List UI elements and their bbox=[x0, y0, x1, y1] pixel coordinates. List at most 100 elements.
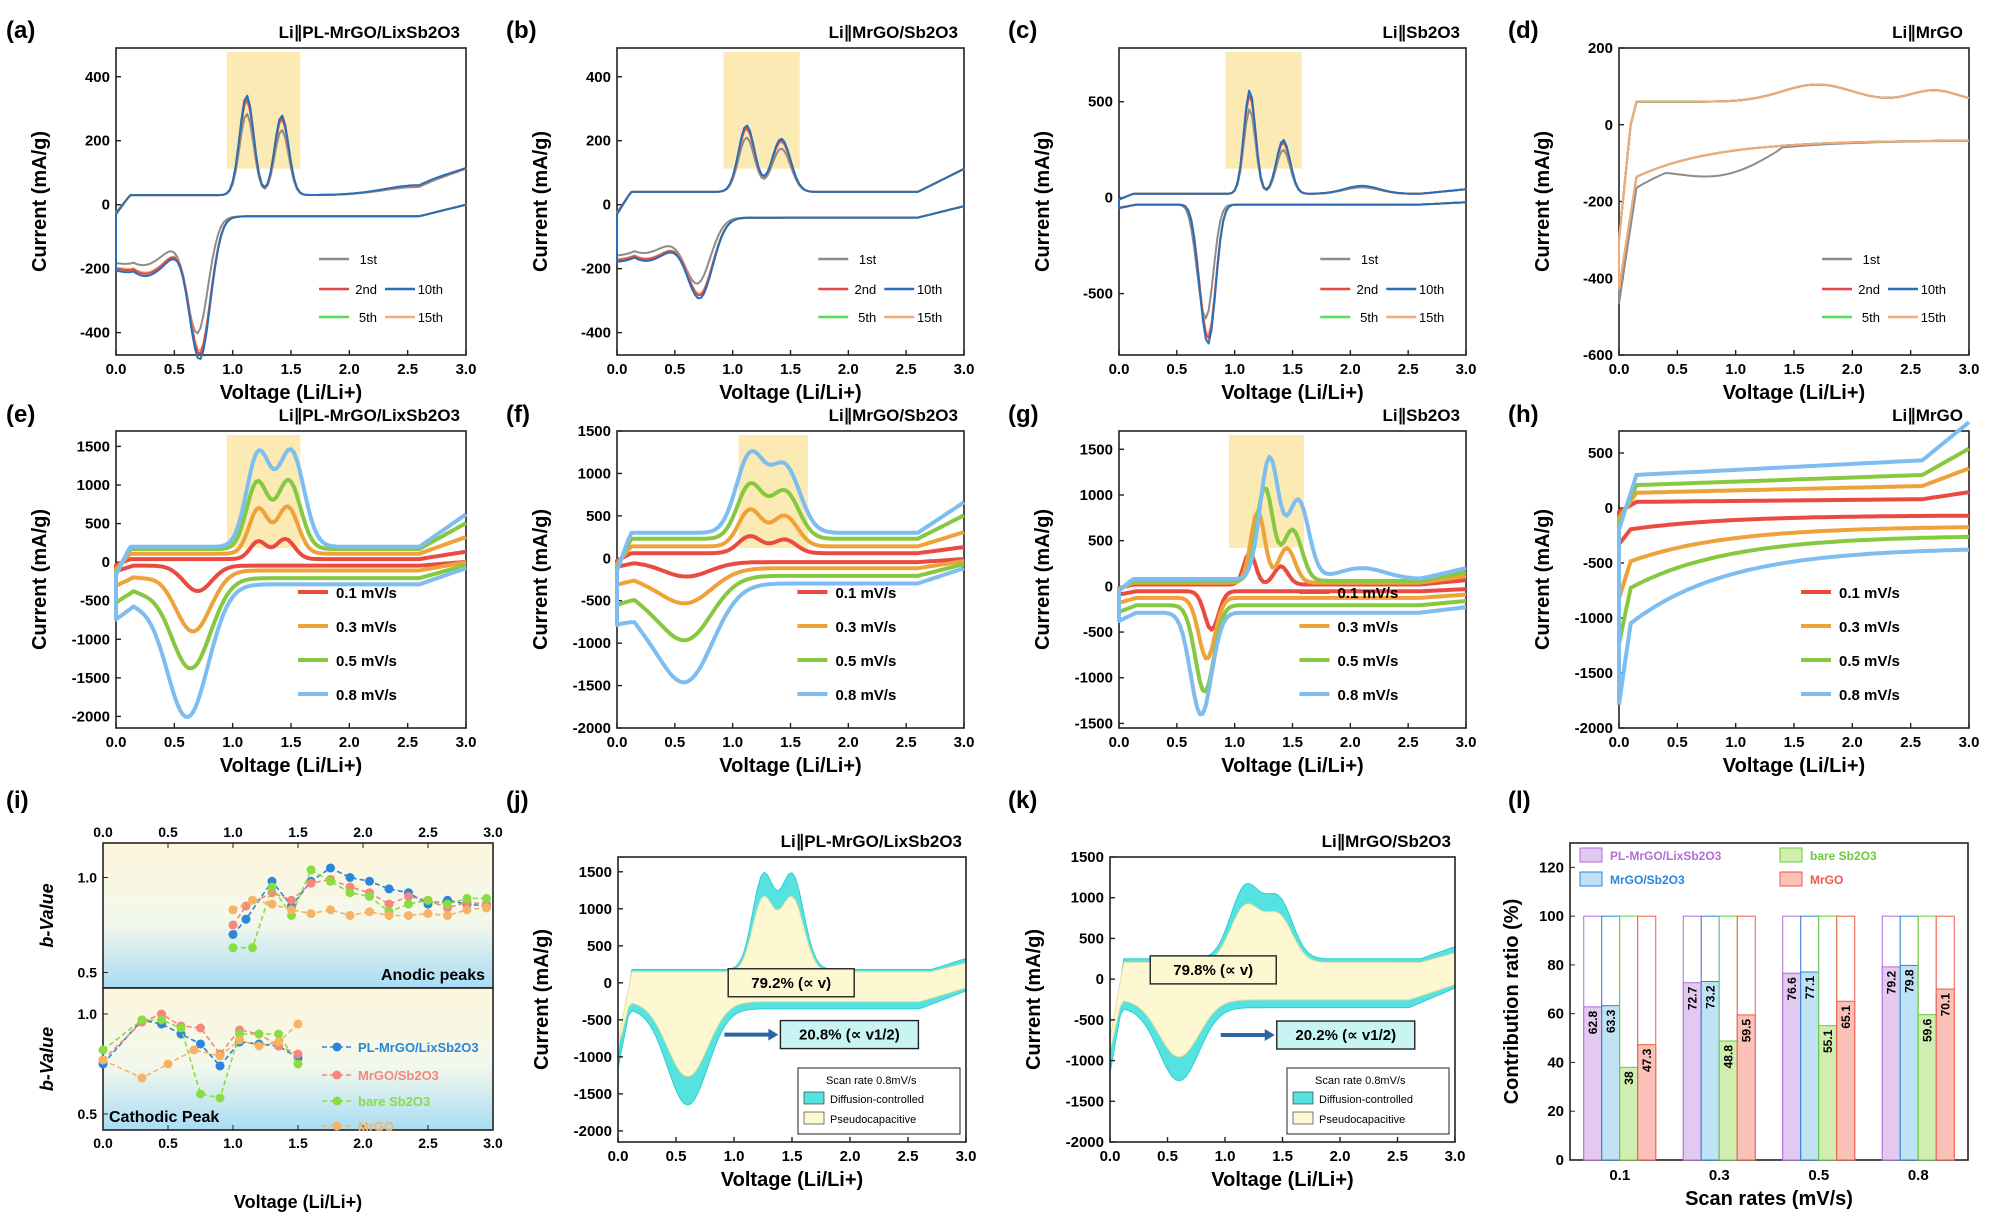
x-tick-label: 1.0 bbox=[1224, 361, 1245, 378]
x-tick-label: 0.0 bbox=[1609, 734, 1630, 751]
y-tick-label: -200 bbox=[80, 261, 110, 278]
y-tick-label: -1000 bbox=[1575, 610, 1613, 627]
x-tick-label: 2.5 bbox=[1900, 734, 1921, 751]
x-tick-label: 1.0 bbox=[1725, 361, 1746, 378]
b-value-point bbox=[235, 1035, 244, 1045]
y-tick-label: 0 bbox=[1096, 971, 1104, 988]
cv-curve-rate bbox=[1617, 446, 1970, 645]
y-tick-label: 0 bbox=[1105, 578, 1113, 595]
legend-label: MrGO bbox=[1810, 873, 1843, 887]
b-value-point bbox=[215, 1061, 225, 1071]
cv-curve-rate bbox=[615, 534, 965, 579]
y-tick-label: 200 bbox=[586, 133, 611, 150]
y-tick-label: -1500 bbox=[72, 670, 110, 687]
y-tick-label: -2000 bbox=[72, 708, 110, 725]
x-tick-label: 0.5 bbox=[158, 1135, 178, 1151]
x-tick-label: 0.5 bbox=[1157, 1148, 1178, 1165]
legend-label: 1st bbox=[360, 252, 378, 267]
legend-swatch bbox=[1779, 847, 1803, 863]
x-tick-label: 0.5 bbox=[664, 734, 685, 751]
b-value-point bbox=[404, 899, 413, 909]
y-tick-label: -500 bbox=[1083, 286, 1113, 303]
y-tick-label: -1500 bbox=[574, 1086, 612, 1103]
legend-label: MrGO bbox=[358, 1119, 394, 1134]
y-tick-label: 0 bbox=[1556, 1152, 1564, 1169]
b-value-point bbox=[228, 920, 238, 930]
y-tick-label: 0.5 bbox=[78, 1106, 98, 1122]
b-value-point bbox=[274, 1037, 283, 1047]
b-value-point bbox=[345, 873, 355, 882]
panel-k: (k) 0.0 0.5 1.0 1.5 2.0 2.5 3.0 -2000 -1500 -1000 -… bbox=[1008, 787, 1465, 1191]
legend-label: 0.8 mV/s bbox=[835, 687, 896, 704]
peak-highlight bbox=[1225, 52, 1302, 169]
y-tick-label: -1000 bbox=[1066, 1053, 1104, 1070]
legend-swatch bbox=[1779, 871, 1803, 887]
y-tick-label: -500 bbox=[1083, 624, 1113, 641]
x-tick-label: 2.5 bbox=[1398, 734, 1419, 751]
bar-pseudocapacitive bbox=[1836, 1000, 1856, 1161]
x-tick-label: 0.0 bbox=[106, 734, 127, 751]
x-tick-label-top: 2.5 bbox=[418, 824, 438, 840]
b-value-point bbox=[306, 878, 316, 888]
bar-value-label: 59.5 bbox=[1739, 1019, 1753, 1043]
y-axis-label-bottom: b-Value bbox=[37, 1027, 57, 1091]
legend-label: bare Sb2O3 bbox=[358, 1094, 430, 1109]
x-tick-label: 1.5 bbox=[288, 1135, 308, 1151]
cv-curve-rate bbox=[1617, 466, 1970, 600]
y-tick-label: 1000 bbox=[579, 901, 612, 918]
x-tick-label: 0.5 bbox=[164, 734, 185, 751]
b-value-point bbox=[462, 893, 472, 903]
bar-pseudocapacitive bbox=[1736, 1014, 1756, 1161]
x-axis-label: Voltage (Li/Li+) bbox=[220, 382, 362, 404]
y-axis-label: Current (mA/g) bbox=[1032, 131, 1054, 272]
pseudo-percent-box bbox=[1149, 955, 1277, 985]
x-tick-label: 2.0 bbox=[1340, 734, 1361, 751]
y-tick-label: -1000 bbox=[574, 1049, 612, 1066]
x-tick-label: 2.5 bbox=[896, 361, 917, 378]
x-tick-label: 3.0 bbox=[456, 734, 477, 751]
b-value-point bbox=[384, 911, 394, 920]
bar-value-label: 59.6 bbox=[1920, 1018, 1934, 1042]
panel-f: (f) 0.0 0.5 1.0 1.5 2.0 2.5 3.0 -2000 -1500 -1000 -… bbox=[506, 401, 974, 777]
legend-label: 2nd bbox=[1858, 282, 1880, 297]
legend-marker bbox=[332, 1070, 342, 1080]
b-value-point bbox=[137, 1073, 147, 1083]
x-axis-label: Voltage (Li/Li+) bbox=[1221, 382, 1363, 404]
x-axis-label: Voltage (Li/Li+) bbox=[220, 755, 362, 777]
y-tick-label: 500 bbox=[1088, 533, 1113, 550]
x-tick-label: 2.0 bbox=[838, 734, 859, 751]
x-axis-label: Voltage (Li/Li+) bbox=[1211, 1169, 1353, 1191]
legend-label: MrGO/Sb2O3 bbox=[1610, 873, 1685, 887]
b-series-line bbox=[102, 1019, 299, 1068]
legend-label: Pseudocapacitive bbox=[1319, 1114, 1405, 1126]
y-tick-label: 500 bbox=[1079, 930, 1104, 947]
b-value-point bbox=[98, 1055, 108, 1065]
x-tick-label: 2.5 bbox=[397, 361, 418, 378]
x-tick-label: 1.0 bbox=[1215, 1148, 1236, 1165]
legend-label: 0.5 mV/s bbox=[835, 653, 896, 670]
y-tick-label: 0.5 bbox=[78, 965, 98, 981]
y-axis-label: Current (mA/g) bbox=[1532, 509, 1554, 650]
b-value-point bbox=[326, 905, 335, 915]
bar-value-label: 62.8 bbox=[1586, 1011, 1600, 1035]
y-tick-label: 100 bbox=[1539, 908, 1564, 925]
y-tick-label: 1500 bbox=[1080, 441, 1113, 458]
panel-label: (f) bbox=[506, 401, 530, 428]
panel-title: Li∥Sb2O3 bbox=[1383, 23, 1460, 42]
b-value-point bbox=[274, 1029, 283, 1039]
b-value-point bbox=[157, 1015, 166, 1025]
y-axis-label: Current (mA/g) bbox=[531, 929, 553, 1070]
legend-label: 0.3 mV/s bbox=[1839, 619, 1900, 636]
b-value-point bbox=[228, 943, 238, 953]
legend-label: 0.3 mV/s bbox=[835, 619, 896, 636]
y-tick-label: 60 bbox=[1547, 1006, 1564, 1023]
x-tick-label: 1.0 bbox=[724, 1148, 745, 1165]
b-series-line bbox=[102, 1013, 299, 1061]
x-tick-label: 0.5 bbox=[1808, 1167, 1829, 1184]
bar-value-label: 73.2 bbox=[1703, 985, 1717, 1009]
cv-curve-10th bbox=[616, 124, 965, 300]
y-tick-label: -600 bbox=[1583, 347, 1613, 364]
b-value-point bbox=[404, 911, 413, 920]
bar-pseudocapacitive bbox=[1881, 966, 1901, 1161]
